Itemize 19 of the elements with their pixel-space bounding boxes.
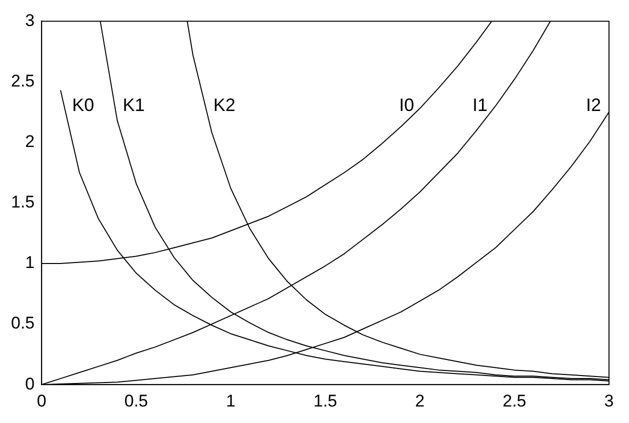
x-tick-label: 1.5 bbox=[313, 391, 338, 410]
series-label: K0 bbox=[72, 94, 94, 115]
y-tick-label: 0 bbox=[25, 374, 35, 394]
x-tick-label: 3 bbox=[604, 391, 614, 410]
y-tick-label: 2.5 bbox=[10, 71, 35, 90]
series-label: I0 bbox=[399, 94, 414, 115]
y-tick-label: 2 bbox=[25, 132, 35, 152]
x-tick-label: 2 bbox=[415, 391, 425, 410]
x-tick-label: 0.5 bbox=[124, 391, 148, 410]
y-tick-label: 1 bbox=[25, 253, 35, 272]
series-label: I2 bbox=[586, 94, 601, 115]
y-tick-label: 3 bbox=[25, 10, 35, 30]
y-tick-label: 1.5 bbox=[10, 192, 35, 212]
series-label: K1 bbox=[122, 94, 145, 115]
series-label: K2 bbox=[213, 94, 236, 115]
x-tick-label: 1 bbox=[226, 391, 236, 410]
y-tick-label: 0.5 bbox=[10, 314, 35, 333]
x-tick-label: 2.5 bbox=[502, 391, 526, 410]
series-label: I1 bbox=[472, 94, 488, 115]
